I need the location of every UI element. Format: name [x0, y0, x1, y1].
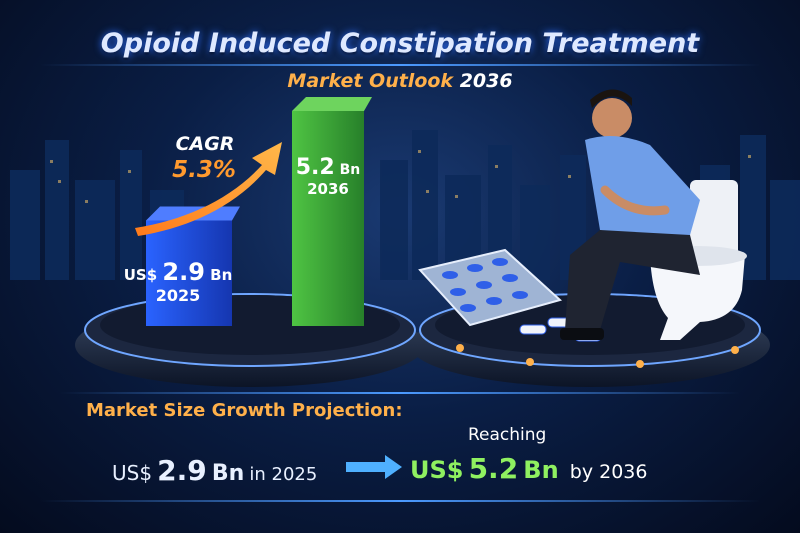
bar-2025: [146, 206, 240, 326]
bar-2025-year: 2025: [155, 286, 201, 305]
page-title: Opioid Induced Constipation Treatment: [100, 28, 700, 59]
bar-2025-prefix: US$: [123, 266, 158, 284]
divider-line: [40, 64, 760, 66]
bar-2025-value: 2.9: [162, 258, 205, 286]
start-unit: Bn: [211, 461, 245, 486]
bar-2036-unit: Bn: [339, 162, 361, 178]
end-prefix: US$: [410, 456, 464, 484]
bar-2025-unit: Bn: [210, 266, 233, 284]
bar-2036-year: 2036: [307, 180, 349, 198]
start-prefix: US$: [112, 461, 153, 485]
bars-layer: [146, 97, 372, 326]
end-suffix: by 2036: [569, 461, 648, 483]
pill-blister-icon: [418, 248, 602, 342]
cagr-label: CAGR: [175, 133, 235, 155]
reaching-label: Reaching: [468, 425, 547, 445]
end-unit: Bn: [523, 456, 559, 484]
bar-2036: [292, 97, 372, 326]
patient-figure-icon: [560, 89, 700, 340]
growth-arrow-icon: [135, 142, 282, 236]
subtitle-year: 2036: [459, 70, 513, 92]
subtitle-label: Market Outlook: [287, 70, 454, 92]
projection-row: US$ 2.9 Bn in 2025 US$ 5.2 Bn by 2036: [0, 448, 800, 492]
bar-2025-label: US$ 2.9 Bn 2025: [118, 258, 238, 305]
projection-heading: Market Size Growth Projection:: [86, 400, 403, 421]
divider-line: [60, 392, 740, 394]
start-value-group: US$ 2.9 Bn in 2025: [112, 454, 317, 487]
bar-2036-value: 5.2: [295, 155, 335, 180]
divider-line: [40, 500, 760, 502]
start-value: 2.9: [157, 454, 207, 487]
bar-2036-label: 5.2 Bn 2036: [292, 155, 364, 198]
cagr-value: 5.3%: [172, 157, 236, 183]
left-podium: [75, 293, 425, 387]
end-value-group: US$ 5.2 Bn by 2036: [410, 452, 647, 485]
start-suffix: in 2025: [249, 464, 318, 485]
end-value: 5.2: [468, 452, 519, 485]
page-subtitle: Market Outlook 2036: [0, 70, 800, 92]
right-arrow-icon: [346, 455, 402, 479]
